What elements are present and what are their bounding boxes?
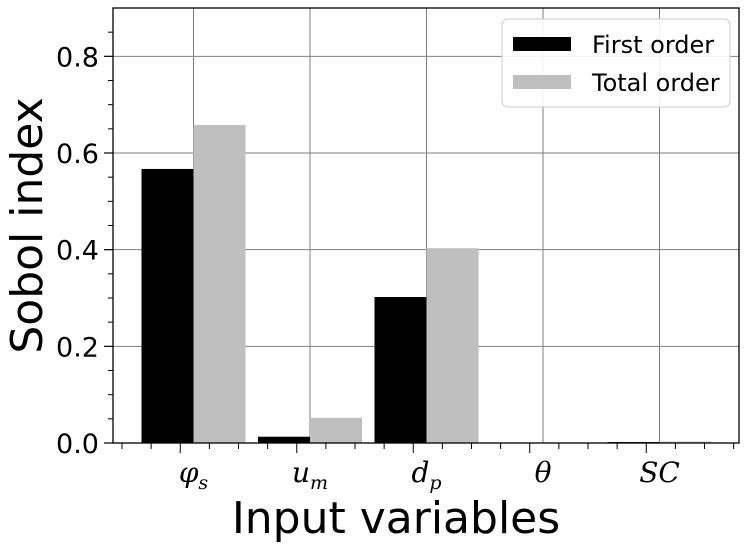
y-tick-label-4: 0.8	[56, 42, 99, 73]
x-category-label-0: φs	[179, 456, 209, 494]
bar-first-order-0	[141, 168, 194, 443]
legend-swatch-1	[513, 75, 571, 89]
bars-group	[141, 124, 712, 444]
legend-label-1: Total order	[591, 69, 720, 97]
y-tick-label-0: 0.0	[56, 429, 99, 460]
legend-swatch-0	[513, 37, 571, 51]
y-tick-label-1: 0.2	[56, 332, 99, 363]
y-tick-labels: 0.0 0.2 0.4 0.6 0.8	[56, 42, 99, 460]
legend-label-0: First order	[592, 31, 714, 59]
x-category-labels: φs um dp θ SC	[179, 456, 680, 494]
bar-first-order-1	[258, 436, 310, 443]
x-axis-title: Input variables	[232, 493, 560, 544]
y-tick-label-3: 0.6	[56, 139, 99, 170]
bar-total-order-2	[426, 248, 479, 443]
bar-total-order-1	[310, 417, 362, 443]
bar-total-order-0	[193, 124, 246, 443]
y-axis-title: Sobol index	[2, 97, 53, 353]
bar-first-order-2	[374, 297, 427, 443]
x-category-label-3: θ	[535, 456, 552, 489]
bar-total-order-4	[659, 441, 712, 443]
y-tick-label-2: 0.4	[56, 236, 99, 267]
x-category-label-2: dp	[411, 456, 441, 494]
axis-ticks	[104, 31, 735, 453]
legend: First order Total order	[501, 18, 731, 108]
x-category-label-4: SC	[639, 456, 680, 489]
x-category-label-1: um	[292, 456, 328, 494]
